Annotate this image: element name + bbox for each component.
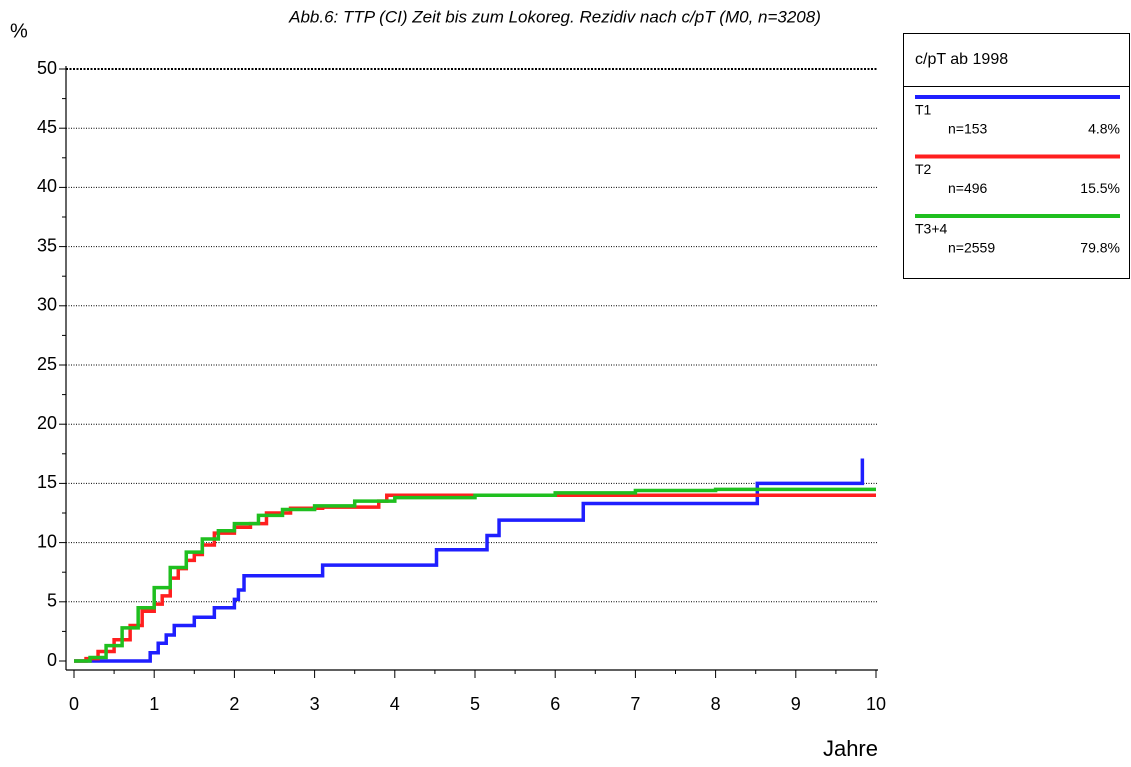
x-tick-label: 4 xyxy=(390,694,400,714)
x-tick-label: 9 xyxy=(791,694,801,714)
x-axis-label: Jahre xyxy=(823,736,878,761)
y-tick-label: 15 xyxy=(37,472,57,492)
x-tick-label: 0 xyxy=(69,694,79,714)
y-tick-label: 0 xyxy=(47,650,57,670)
legend-title: c/pT ab 1998 xyxy=(915,51,1008,68)
legend-share: 79.8% xyxy=(1080,240,1120,256)
legend-name: T3+4 xyxy=(915,221,948,237)
y-tick-label: 50 xyxy=(37,58,57,78)
series-line xyxy=(74,493,876,663)
y-tick-label: 30 xyxy=(37,295,57,315)
y-axis-label: % xyxy=(10,20,28,42)
y-tick-label: 25 xyxy=(37,354,57,374)
series-line xyxy=(74,458,865,663)
y-tick-label: 20 xyxy=(37,413,57,433)
legend-name: T2 xyxy=(915,161,932,177)
x-tick-label: 3 xyxy=(310,694,320,714)
x-tick-label: 8 xyxy=(711,694,721,714)
x-tick-label: 6 xyxy=(550,694,560,714)
legend-count: n=2559 xyxy=(948,240,995,256)
x-tick-label: 1 xyxy=(149,694,159,714)
series-line xyxy=(74,487,876,663)
legend-name: T1 xyxy=(915,102,932,118)
y-tick-label: 5 xyxy=(47,591,57,611)
x-tick-label: 2 xyxy=(229,694,239,714)
legend-count: n=496 xyxy=(948,180,988,196)
y-tick-label: 35 xyxy=(37,235,57,255)
y-tick-label: 10 xyxy=(37,531,57,551)
chart-title: Abb.6: TTP (CI) Zeit bis zum Lokoreg. Re… xyxy=(288,7,821,26)
x-tick-label: 7 xyxy=(630,694,640,714)
y-tick-label: 40 xyxy=(37,176,57,196)
legend-share: 15.5% xyxy=(1080,180,1120,196)
y-tick-label: 45 xyxy=(37,117,57,137)
x-tick-label: 10 xyxy=(866,694,886,714)
legend-share: 4.8% xyxy=(1088,121,1120,137)
x-tick-label: 5 xyxy=(470,694,480,714)
legend-count: n=153 xyxy=(948,121,988,137)
